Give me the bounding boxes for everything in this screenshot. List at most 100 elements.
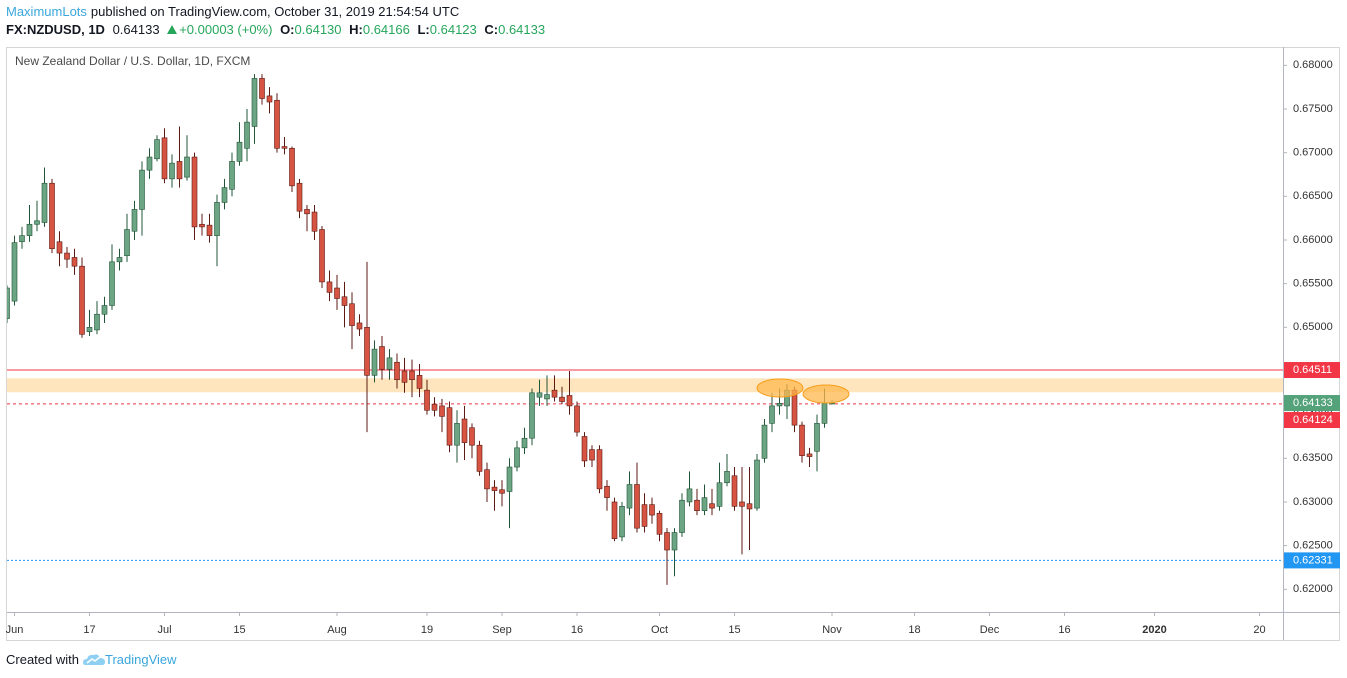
candle-body: [409, 370, 415, 381]
candle-body: [694, 499, 700, 512]
x-tick-label: 17: [83, 624, 95, 636]
candle-body: [154, 139, 160, 160]
candle-body: [11, 242, 18, 302]
candle-body: [799, 424, 805, 456]
footer-brand[interactable]: TradingView: [104, 652, 177, 667]
candle-body: [596, 449, 603, 490]
candle-body: [484, 469, 490, 490]
candle-body: [116, 257, 123, 263]
y-tick-label: 0.65000: [1293, 321, 1333, 333]
candle-body: [311, 211, 318, 232]
candle-body: [806, 453, 813, 457]
x-tick-label: Sep: [492, 624, 512, 636]
symbol-line: FX:NZDUSD, 1D 0.64133 +0.00003 (+0%) O:0…: [6, 22, 549, 37]
y-tick-label: 0.62000: [1293, 583, 1333, 595]
candle-body: [461, 418, 468, 443]
candle-body: [499, 489, 505, 494]
candle-body: [139, 169, 145, 210]
candle-body: [491, 486, 498, 491]
x-tick-label: Oct: [651, 624, 668, 636]
publish-info: published on TradingView.com, October 31…: [90, 4, 460, 19]
candle-body: [739, 501, 745, 507]
candle-body: [514, 447, 520, 468]
x-tick-label: 16: [1058, 624, 1070, 636]
candle-body: [109, 261, 115, 306]
y-tick-label: 0.65500: [1293, 278, 1333, 290]
candle-body: [529, 392, 535, 439]
candle-body: [94, 313, 100, 331]
candle-body: [709, 503, 715, 509]
price-change: +0.00003 (+0%): [179, 22, 273, 37]
candle-body: [296, 182, 303, 212]
candle-body: [169, 162, 175, 180]
candle-body: [649, 504, 655, 516]
open-value: 0.64130: [294, 22, 342, 37]
x-tick-label: 20: [1253, 624, 1265, 636]
candle-body: [731, 475, 738, 507]
candle-body: [814, 423, 820, 452]
candle-body: [124, 229, 130, 257]
close-value: 0.64133: [498, 22, 546, 37]
candle-body: [761, 424, 768, 459]
candle-body: [7, 287, 10, 319]
open-label: O:: [280, 22, 295, 37]
candle-body: [551, 389, 558, 398]
candle-body: [236, 141, 243, 162]
candle-body: [679, 499, 685, 533]
price-label: 0.64133: [1293, 397, 1333, 409]
price-label: 0.64124: [1293, 414, 1333, 426]
last-price: 0.64133: [112, 22, 160, 37]
chart-frame: [6, 47, 1340, 641]
candle-body: [356, 322, 363, 330]
y-tick-label: 0.68000: [1293, 59, 1333, 71]
candle-body: [656, 513, 663, 535]
candle-body: [446, 407, 453, 446]
footer: Created with TradingView: [6, 652, 177, 667]
highlight-ellipse: [756, 378, 804, 398]
candle-body: [664, 532, 670, 551]
x-tick-label: 18: [908, 624, 920, 636]
candle-body: [626, 484, 633, 509]
chart-title: New Zealand Dollar / U.S. Dollar, 1D, FX…: [15, 54, 250, 68]
candle-body: [349, 303, 355, 326]
candle-body: [769, 405, 775, 424]
candle-body: [319, 229, 325, 283]
publish-line: MaximumLots published on TradingView.com,…: [6, 4, 463, 19]
candle-body: [386, 357, 393, 370]
x-tick-label: 15: [728, 624, 740, 636]
candle-body: [416, 375, 423, 389]
symbol: FX:NZDUSD, 1D: [6, 22, 105, 37]
candle-body: [686, 488, 693, 503]
candle-body: [341, 296, 348, 306]
candle-body: [581, 436, 588, 462]
y-tick-label: 0.67000: [1293, 147, 1333, 159]
candle-body: [431, 403, 438, 411]
price-label-box: [1284, 362, 1340, 379]
tradingview-logo: [82, 653, 105, 665]
candle-body: [536, 392, 543, 398]
candle-body: [41, 182, 48, 223]
y-tick-label: 0.62500: [1293, 540, 1333, 552]
candle-body: [454, 423, 460, 446]
candle-body: [259, 78, 265, 99]
candle-body: [176, 161, 183, 180]
candle-body: [544, 394, 550, 400]
close-label: C:: [484, 22, 499, 37]
x-tick-label: Jul: [157, 624, 171, 636]
candle-body: [724, 471, 730, 484]
author[interactable]: MaximumLots: [6, 4, 87, 19]
candle-body: [71, 257, 78, 267]
candle-body: [146, 156, 153, 171]
candle-body: [604, 485, 610, 498]
candle-body: [589, 449, 595, 461]
candle-body: [251, 78, 258, 127]
y-tick-label: 0.66500: [1293, 190, 1333, 202]
candle-body: [701, 497, 708, 512]
candle-body: [49, 182, 55, 250]
candle-body: [191, 156, 198, 228]
high-value: 0.64166: [362, 22, 410, 37]
candle-body: [101, 305, 108, 315]
candle-body: [776, 402, 783, 407]
candle-body: [559, 396, 565, 402]
